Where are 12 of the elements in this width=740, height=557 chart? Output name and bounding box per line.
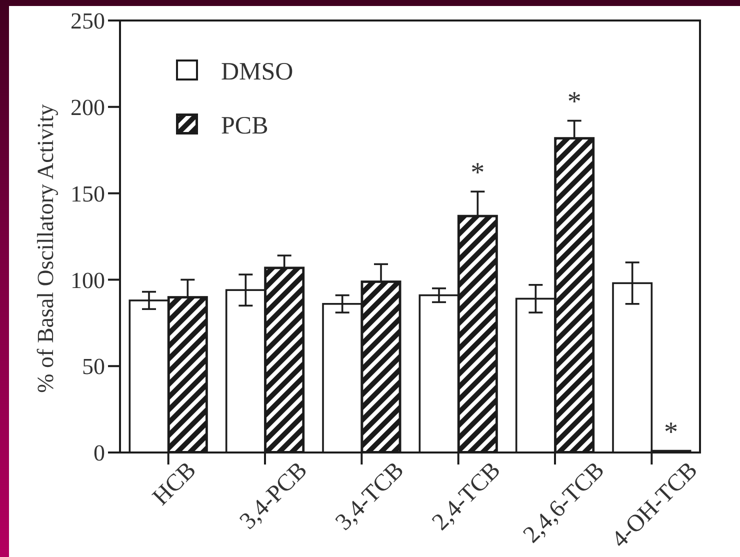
legend-label: DMSO [221, 58, 294, 86]
y-tick-label: 150 [70, 181, 105, 206]
y-tick-label: 0 [94, 440, 105, 466]
annotation: * [567, 86, 582, 118]
y-tick-label: 250 [70, 8, 105, 34]
annotation: * [470, 158, 485, 189]
y-tick-label: 100 [70, 268, 105, 293]
y-tick-label: 200 [70, 94, 105, 120]
y-tick-label: 50 [82, 354, 105, 380]
annotation: * [664, 416, 678, 448]
y-axis-title: % of Basal Oscillatory Activity [33, 104, 58, 393]
legend-label: PCB [221, 112, 268, 140]
